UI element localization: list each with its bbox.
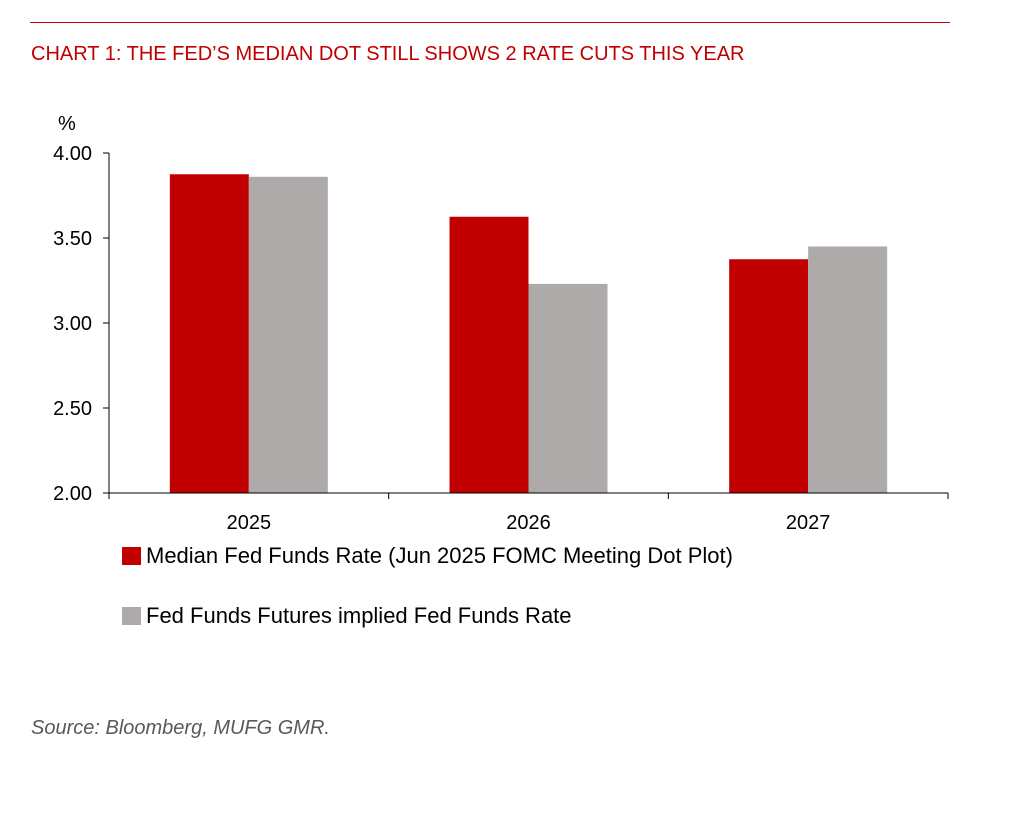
x-tick-label-2027: 2027 — [786, 512, 831, 534]
bar-median-2025 — [169, 174, 249, 493]
x-tick-label-2025: 2025 — [227, 512, 272, 534]
bar-futures-2027 — [808, 246, 888, 493]
legend-label-futures: Fed Funds Futures implied Fed Funds Rate — [146, 603, 572, 628]
chart-title: CHART 1: THE FED’S MEDIAN DOT STILL SHOW… — [31, 43, 745, 65]
y-tick-label-3.50: 3.50 — [53, 228, 92, 250]
y-tick-label-4.00: 4.00 — [53, 143, 92, 165]
bars-group — [169, 174, 888, 494]
legend-item-futures: Fed Funds Futures implied Fed Funds Rate — [122, 603, 572, 629]
bar-futures-2025 — [248, 176, 328, 494]
y-tick-label-2.00: 2.00 — [53, 483, 92, 505]
x-tick-label-2026: 2026 — [506, 512, 551, 534]
bar-futures-2026 — [528, 283, 608, 493]
labels-group: 2025 2026 2027 2.00 2.50 3.00 3.50 4.00% — [53, 113, 830, 534]
title-rule — [30, 22, 950, 23]
legend-item-median: Median Fed Funds Rate (Jun 2025 FOMC Mee… — [122, 543, 733, 569]
legend-swatch-median — [122, 547, 141, 565]
legend-swatch-futures — [122, 607, 141, 625]
axes-group — [103, 152, 949, 499]
y-tick-label-2.50: 2.50 — [53, 398, 92, 420]
y-axis-unit-label: % — [58, 113, 76, 135]
source-note: Source: Bloomberg, MUFG GMR. — [31, 717, 330, 739]
bar-median-2027 — [729, 259, 809, 493]
y-tick-label-3.00: 3.00 — [53, 313, 92, 335]
legend-label-median: Median Fed Funds Rate (Jun 2025 FOMC Mee… — [146, 543, 733, 568]
bar-median-2026 — [449, 216, 529, 493]
